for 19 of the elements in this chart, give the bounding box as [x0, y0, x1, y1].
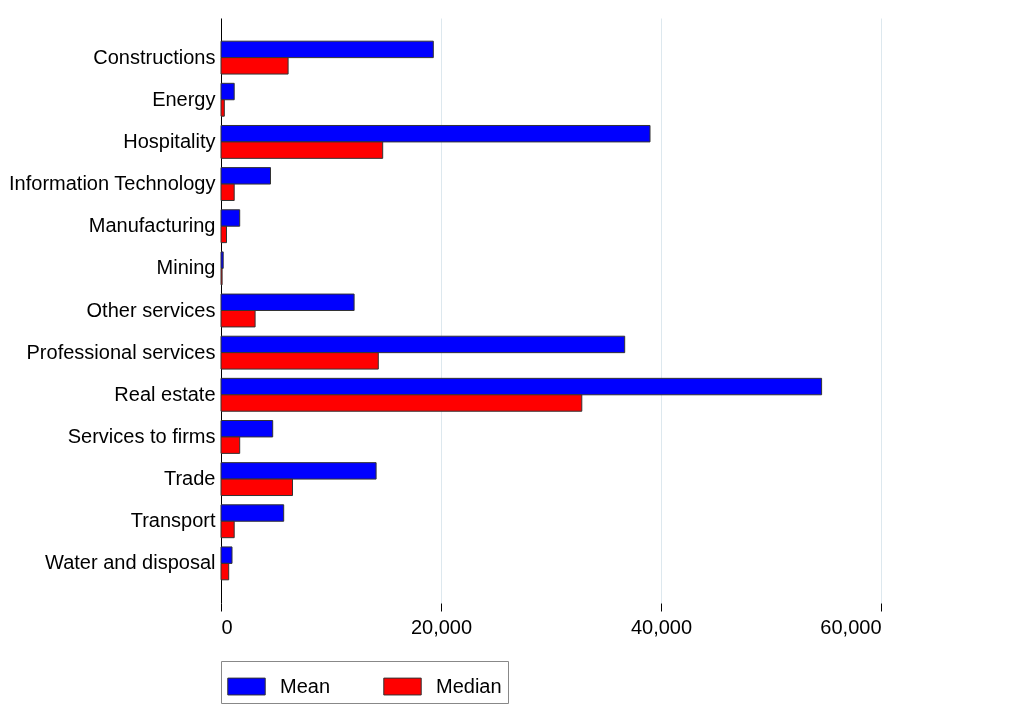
y-tick-label: Manufacturing — [88, 214, 216, 237]
x-tick-label: 60,000 — [820, 615, 882, 638]
x-tick-label: 0 — [221, 615, 233, 638]
x-tick-label: 40,000 — [630, 615, 693, 638]
y-tick-label: Energy — [152, 87, 216, 110]
y-tick-label: Water and disposal — [45, 551, 216, 574]
y-tick-label: Other services — [86, 298, 216, 321]
y-tick-label: Constructions — [93, 45, 216, 68]
legend-label: Median — [436, 674, 502, 697]
y-tick-label: Real estate — [114, 382, 216, 405]
legend-label: Mean — [280, 674, 331, 697]
y-tick-label: Services to firms — [67, 424, 216, 447]
y-tick-label: Trade — [163, 467, 216, 490]
x-tick-label: 20,000 — [410, 615, 473, 638]
y-tick-label: Information Technology — [9, 172, 216, 195]
y-tick-label: Hospitality — [123, 129, 216, 152]
y-tick-label: Transport — [130, 509, 216, 532]
y-tick-label: Professional services — [26, 340, 216, 363]
y-tick-label: Mining — [156, 256, 216, 279]
